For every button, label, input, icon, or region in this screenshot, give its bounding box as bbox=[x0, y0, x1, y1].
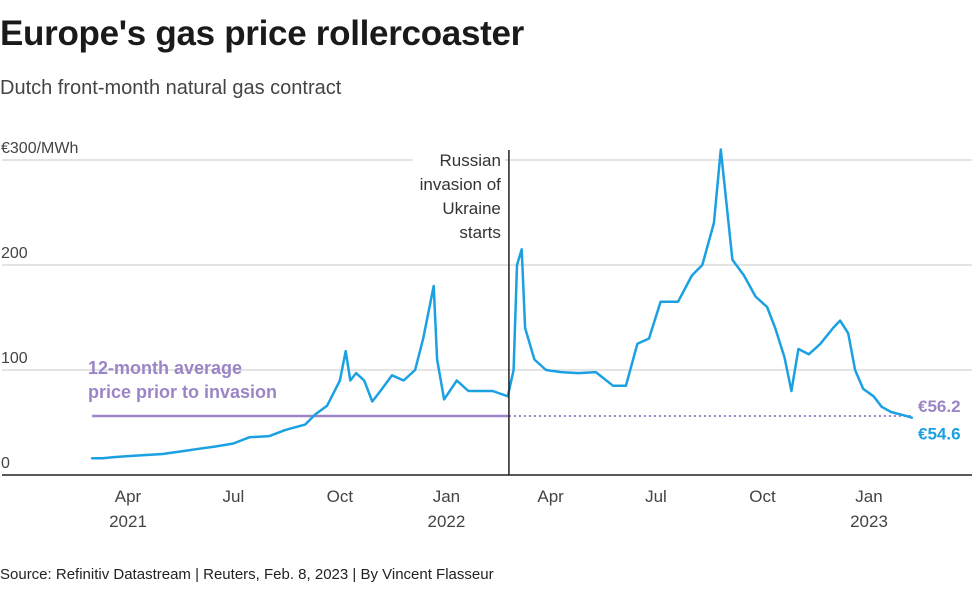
annotations-group: Russian invasion of Ukraine starts 12-month … bbox=[88, 148, 961, 475]
gas-price-chart: 0 100 200 €300/MWh Apr 2021 Jul Oct Jan 2022 Apr J… bbox=[1, 140, 972, 531]
chart-subtitle: Dutch front-month natural gas contract bbox=[0, 77, 342, 99]
chart-title: Europe's gas price rollercoaster bbox=[0, 14, 524, 53]
x-tick-label-1: Jul bbox=[222, 487, 244, 506]
y-tick-label-200: 200 bbox=[1, 245, 28, 262]
y-axis-tick-labels: 0 100 200 €300/MWh bbox=[1, 140, 78, 472]
x-tick-label-5: Jul bbox=[645, 487, 667, 506]
x-tick-label-0: Apr bbox=[115, 487, 142, 506]
x-tick-label-2: Oct bbox=[327, 487, 354, 506]
x-tick-year-2023: 2023 bbox=[850, 512, 888, 531]
last-value-label: €54.6 bbox=[918, 425, 961, 444]
series-group bbox=[90, 148, 914, 460]
x-tick-label-7: Jan bbox=[855, 487, 882, 506]
y-tick-label-0: 0 bbox=[1, 455, 10, 472]
x-tick-year-2022: 2022 bbox=[427, 512, 465, 531]
x-axis-tick-labels: Apr 2021 Jul Oct Jan 2022 Apr Jul Oct Jan 2023 bbox=[109, 487, 888, 531]
source-note: Source: Refinitiv Datastream | Reuters, … bbox=[0, 566, 494, 583]
average-label-line-1: price prior to invasion bbox=[88, 382, 277, 402]
x-tick-year-2021: 2021 bbox=[109, 512, 147, 531]
invasion-label-line-3: starts bbox=[459, 223, 501, 242]
average-label-line-0: 12-month average bbox=[88, 358, 242, 378]
invasion-label-line-1: invasion of bbox=[420, 175, 502, 194]
invasion-label-line-0: Russian bbox=[439, 151, 500, 170]
invasion-label-line-2: Ukraine bbox=[442, 199, 501, 218]
invasion-label-background bbox=[412, 148, 505, 244]
x-tick-label-4: Apr bbox=[537, 487, 564, 506]
y-tick-label-300: €300/MWh bbox=[1, 140, 78, 157]
x-tick-label-3: Jan bbox=[433, 487, 460, 506]
gridlines bbox=[2, 159, 972, 476]
y-tick-label-100: 100 bbox=[1, 350, 28, 367]
x-tick-label-6: Oct bbox=[749, 487, 776, 506]
series-line-0 bbox=[90, 148, 914, 460]
average-value-label: €56.2 bbox=[918, 397, 961, 416]
